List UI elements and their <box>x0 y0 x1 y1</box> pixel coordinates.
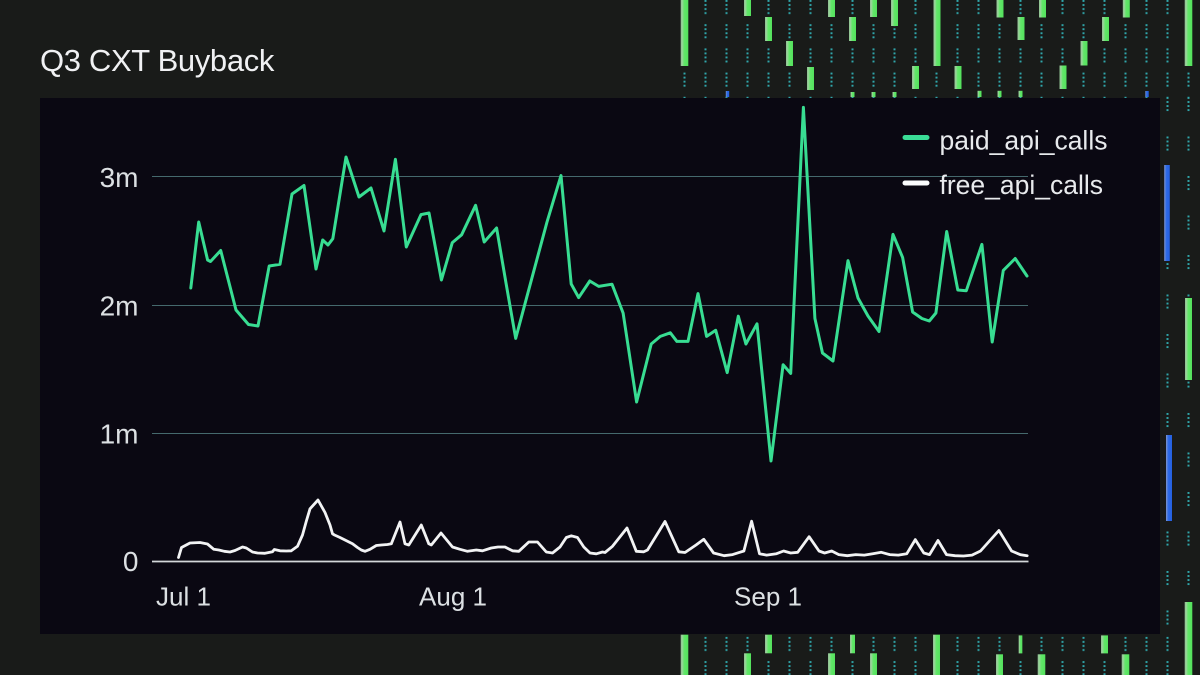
svg-text:2m: 2m <box>100 291 139 322</box>
svg-text:Sep 1: Sep 1 <box>734 582 802 612</box>
svg-text:Jul 1: Jul 1 <box>156 582 211 612</box>
svg-text:free_api_calls: free_api_calls <box>940 170 1104 200</box>
svg-text:1m: 1m <box>100 419 139 450</box>
svg-text:Aug 1: Aug 1 <box>419 582 487 612</box>
svg-text:0: 0 <box>123 546 139 577</box>
svg-text:3m: 3m <box>100 162 139 193</box>
svg-text:paid_api_calls: paid_api_calls <box>940 126 1108 156</box>
